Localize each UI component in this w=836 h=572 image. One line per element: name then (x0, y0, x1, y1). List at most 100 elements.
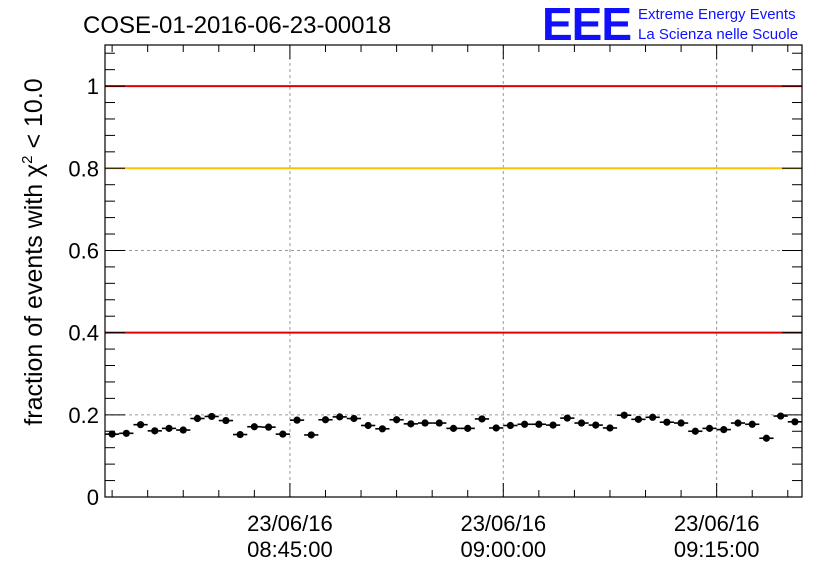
data-marker (250, 423, 258, 431)
data-marker (791, 418, 799, 426)
data-point (659, 418, 674, 426)
data-marker (421, 419, 429, 427)
data-marker (264, 423, 273, 431)
data-point (503, 421, 518, 430)
data-point (474, 415, 490, 423)
data-marker (407, 420, 415, 428)
y-tick-label: 0.2 (68, 403, 99, 428)
data-point (745, 420, 760, 428)
data-marker (307, 431, 315, 439)
data-marker (634, 415, 643, 423)
data-marker (122, 429, 130, 437)
data-marker (393, 416, 401, 424)
data-point (190, 414, 205, 423)
y-tick-label: 0.4 (68, 321, 99, 346)
eee-logo: EEE Extreme Energy Events La Scienza nel… (542, 0, 798, 50)
data-point (688, 427, 703, 435)
data-marker (279, 430, 287, 438)
data-point (716, 426, 731, 434)
data-point (161, 424, 177, 432)
data-marker (208, 412, 216, 421)
data-point (759, 434, 774, 442)
data-point (645, 413, 660, 421)
data-marker (663, 418, 671, 426)
data-point (346, 414, 362, 423)
data-marker (293, 416, 301, 424)
y-tick-label: 0 (87, 485, 99, 510)
data-marker (350, 414, 358, 423)
data-marker (478, 415, 486, 423)
data-point (602, 424, 618, 432)
data-point (460, 424, 475, 432)
data-marker (151, 427, 159, 435)
data-point (119, 429, 134, 437)
y-axis-label-suffix: < 10.0 (20, 78, 48, 155)
x-tick-label-time: 08:45:00 (247, 537, 333, 562)
data-marker (606, 424, 614, 432)
data-point (261, 423, 276, 431)
y-axis-label: fraction of events with χ2 < 10.0 (19, 78, 48, 425)
data-marker (762, 434, 771, 442)
x-tick-labels: 23/06/1608:45:0023/06/1609:00:0023/06/16… (247, 511, 759, 562)
y-tick-label: 0.8 (68, 156, 99, 181)
data-marker (592, 421, 600, 429)
data-marker (492, 424, 500, 432)
data-point (446, 424, 461, 432)
data-point (204, 412, 219, 421)
data-point (375, 425, 390, 433)
data-marker (535, 420, 543, 428)
data-point (489, 424, 504, 432)
data-marker (720, 426, 728, 434)
data-point (304, 431, 319, 439)
data-marker (506, 421, 514, 430)
reference-lines (105, 85, 802, 334)
data-point (787, 418, 802, 426)
data-point (730, 419, 746, 427)
y-axis-label-exponent: 2 (19, 155, 36, 163)
data-marker (464, 424, 472, 432)
x-tick-label-date: 23/06/16 (247, 511, 333, 536)
data-point (218, 416, 234, 425)
data-point (673, 419, 689, 427)
data-marker (734, 419, 742, 427)
data-point (275, 430, 290, 438)
data-point (617, 411, 632, 419)
data-marker (649, 413, 657, 421)
data-point (361, 421, 376, 430)
axis-ticks (105, 45, 802, 498)
data-point (773, 412, 788, 420)
data-marker (165, 424, 173, 432)
x-tick-label-date: 23/06/16 (460, 511, 546, 536)
data-point (318, 416, 333, 424)
y-axis-label-prefix: fraction of events with (20, 177, 48, 426)
data-point (417, 419, 433, 427)
data-point (176, 426, 191, 434)
data-point (403, 420, 418, 428)
data-point (147, 427, 162, 435)
data-point (247, 423, 262, 431)
logo-line-1: Extreme Energy Events (638, 6, 796, 23)
data-point (531, 420, 546, 428)
data-marker (222, 416, 230, 425)
y-axis-label-symbol: χ (20, 164, 48, 177)
data-marker (620, 411, 628, 419)
data-point (332, 413, 347, 421)
data-marker (236, 430, 244, 439)
data-marker (677, 419, 685, 427)
x-tick-label-time: 09:15:00 (674, 537, 760, 562)
data-point (105, 430, 120, 438)
data-marker (705, 424, 714, 432)
data-marker (577, 419, 586, 427)
data-marker (521, 420, 529, 428)
chart-title: COSE-01-2016-06-23-00018 (83, 12, 391, 39)
data-marker (108, 430, 116, 438)
data-point (517, 420, 532, 428)
data-points (105, 411, 802, 442)
plot-frame (104, 44, 803, 498)
data-marker (748, 420, 756, 428)
data-marker (435, 419, 443, 427)
y-tick-labels: 0 0.2 0.4 0.6 0.8 1 (68, 74, 99, 510)
data-marker (193, 414, 202, 423)
data-marker (691, 427, 699, 435)
